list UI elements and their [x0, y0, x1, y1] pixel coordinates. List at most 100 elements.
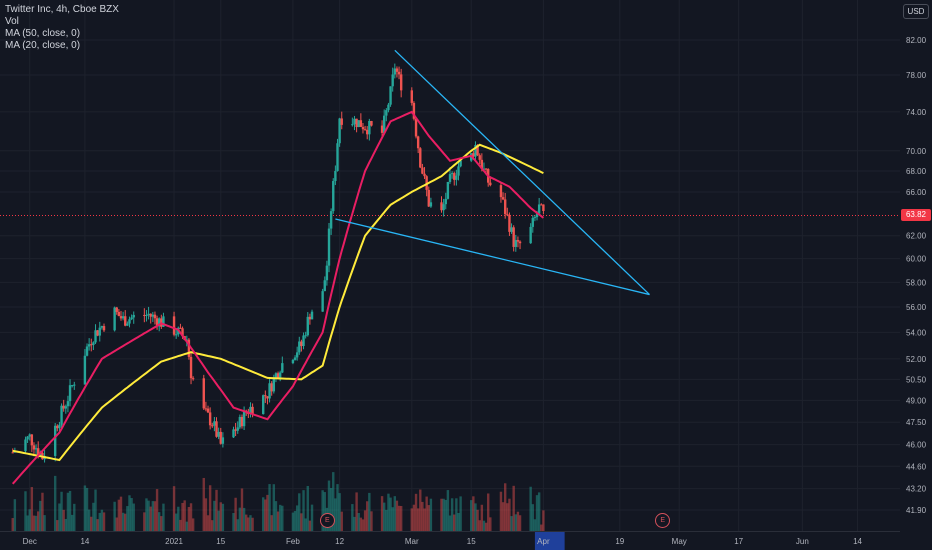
- candle-body: [533, 217, 537, 219]
- candle-body: [219, 431, 222, 444]
- candle-body: [58, 424, 61, 429]
- candle-body: [24, 439, 27, 452]
- symbol-label[interactable]: Twitter Inc, 4h, Cboe BZX: [5, 4, 119, 15]
- ma20-label[interactable]: MA (20, close, 0): [5, 40, 81, 51]
- candle-body: [147, 313, 150, 315]
- chart-legend: Twitter Inc, 4h, Cboe BZX Vol MA (50, cl…: [5, 4, 119, 52]
- y-tick-label: 62.00: [906, 232, 927, 241]
- volume-bar: [503, 483, 507, 531]
- volume-bar: [145, 498, 148, 531]
- volume-bar: [321, 490, 324, 531]
- candle-body: [143, 314, 146, 316]
- candle-body: [276, 373, 280, 378]
- candle-body: [427, 189, 430, 207]
- candle-body: [121, 316, 125, 319]
- volume-bar: [382, 502, 386, 531]
- candle-body: [499, 185, 503, 198]
- candle-body: [412, 102, 416, 119]
- candle-body: [382, 115, 386, 133]
- volume-bar: [444, 499, 447, 531]
- candle-body: [266, 396, 269, 399]
- volume-bar: [37, 511, 40, 531]
- volume-bar: [512, 485, 515, 531]
- volume-bar: [351, 504, 354, 531]
- volume-bars: [11, 472, 545, 531]
- candle-body: [419, 148, 422, 168]
- candle-body: [264, 395, 267, 397]
- volume-bar: [30, 487, 34, 531]
- candle-body: [64, 406, 68, 409]
- candle-body: [446, 181, 450, 199]
- volume-bar: [124, 513, 127, 531]
- candle-body: [302, 335, 305, 347]
- candle-body: [472, 153, 475, 157]
- volume-bar: [487, 493, 490, 531]
- volume-bar: [32, 515, 36, 531]
- volume-bar: [440, 498, 443, 531]
- volume-bar: [327, 480, 331, 531]
- volume-bar: [100, 509, 104, 531]
- ma50-line: [12, 143, 544, 462]
- candle-body: [238, 416, 242, 428]
- candle-body: [234, 429, 237, 431]
- volume-bar: [113, 501, 116, 531]
- volume-bar: [298, 493, 301, 531]
- candle-body: [189, 356, 193, 379]
- volume-bar: [281, 505, 284, 531]
- candle-body: [236, 427, 239, 431]
- candle-body: [329, 211, 333, 229]
- candle-body: [73, 384, 76, 386]
- candle-body: [262, 395, 265, 415]
- candle-body: [28, 434, 31, 437]
- volume-bar: [98, 512, 101, 531]
- candle-body: [211, 425, 214, 427]
- x-tick-label: 17: [734, 537, 744, 546]
- candle-body: [60, 405, 63, 425]
- candle-body: [423, 173, 426, 177]
- candle-body: [540, 204, 543, 206]
- candle-body: [162, 316, 165, 327]
- candle-body: [124, 316, 127, 326]
- currency-badge[interactable]: USD: [903, 4, 929, 19]
- candle-body: [353, 118, 356, 125]
- y-tick-label: 54.00: [906, 328, 927, 337]
- candle-body: [174, 334, 178, 336]
- candle-body: [221, 437, 225, 444]
- volume-bar: [262, 497, 265, 531]
- volume-bar: [187, 506, 191, 531]
- earnings-icon[interactable]: E: [655, 513, 671, 528]
- ma50-label[interactable]: MA (50, close, 0): [5, 28, 81, 39]
- volume-bar: [293, 510, 297, 531]
- volume-bar: [540, 524, 543, 531]
- volume-bar: [119, 496, 123, 531]
- candle-body: [457, 166, 460, 176]
- candle-body: [295, 352, 299, 358]
- candle-body: [529, 226, 532, 244]
- candle-body: [53, 425, 57, 456]
- volume-bar: [533, 519, 537, 531]
- volume-bar: [121, 512, 125, 531]
- volume-bar: [174, 513, 178, 531]
- volume-bar: [236, 519, 239, 531]
- candle-body: [484, 168, 488, 170]
- volume-bar: [68, 490, 72, 531]
- x-tick-label: 14: [80, 537, 90, 546]
- volume-bar: [191, 518, 195, 531]
- candle-body: [489, 182, 492, 186]
- candle-body: [217, 431, 220, 437]
- candle-body: [153, 314, 157, 319]
- volume-bar: [147, 500, 150, 531]
- volume-bar: [368, 492, 371, 531]
- volume-bar: [478, 520, 481, 531]
- volume-bar: [476, 509, 479, 531]
- volume-bar: [204, 498, 208, 531]
- volume-bar: [308, 520, 312, 531]
- y-tick-label: 50.50: [906, 375, 927, 384]
- earnings-icon[interactable]: E: [319, 513, 335, 528]
- volume-bar: [484, 522, 488, 531]
- volume-label[interactable]: Vol: [5, 16, 19, 27]
- candle-body: [323, 280, 326, 292]
- volume-bar: [90, 516, 93, 531]
- candle-body: [482, 168, 486, 170]
